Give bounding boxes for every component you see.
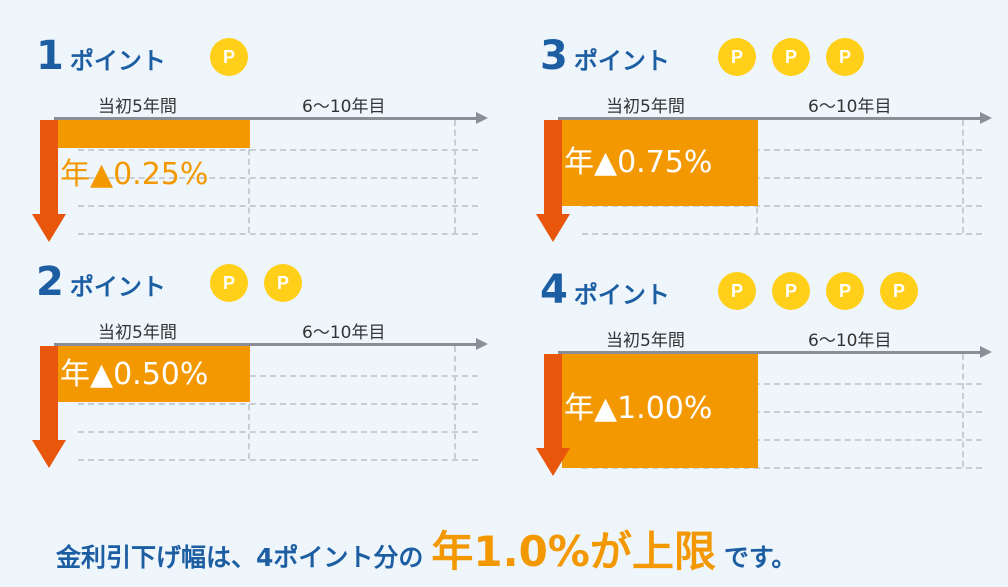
p-coin-icon: P <box>772 272 810 310</box>
coin-row: P P P <box>718 38 864 76</box>
rate-bar <box>58 120 250 148</box>
rate-text: 年▲0.75% <box>564 145 713 180</box>
timeline-axis <box>558 351 980 354</box>
grid-divider <box>962 120 964 233</box>
rate-bar <box>562 120 758 206</box>
footer-statement: 金利引下げ幅は、4ポイント分の 年1.0%が上限 です。 <box>56 518 796 579</box>
point-number: 1 <box>36 33 64 79</box>
p-coin-icon: P <box>210 38 248 76</box>
down-arrow-icon <box>536 214 570 242</box>
p-coin-icon: P <box>772 38 810 76</box>
down-arrow-icon <box>536 448 570 476</box>
initial-period-label: 当初5年間 <box>98 97 177 117</box>
timeline-arrow-icon <box>980 112 992 124</box>
grid-line <box>582 177 982 179</box>
grid-divider <box>454 120 456 233</box>
panel-3-point: 3 ポイント P P P 当初5年間 6～10年目 年▲0.75% <box>536 36 1000 266</box>
grid-line <box>78 205 478 207</box>
point-word: ポイント <box>573 47 670 75</box>
grid-line <box>582 439 982 441</box>
later-period-label: 6～10年目 <box>808 97 892 117</box>
grid-line <box>582 383 982 385</box>
down-arrow-shaft <box>544 354 562 450</box>
rate-bar <box>58 346 250 402</box>
rate-text: 年▲0.25% <box>60 157 209 192</box>
timeline-axis <box>54 117 476 120</box>
rate-bar <box>562 354 758 468</box>
timeline-arrow-icon <box>476 338 488 350</box>
grid-line <box>582 233 982 235</box>
point-word: ポイント <box>69 47 166 75</box>
timeline-axis <box>54 343 476 346</box>
footer-highlight: 年1.0%が上限 <box>431 527 716 576</box>
p-coin-icon: P <box>826 272 864 310</box>
grid-line <box>78 233 478 235</box>
point-word: ポイント <box>573 281 670 309</box>
grid-line <box>78 177 478 179</box>
down-arrow-shaft <box>40 120 58 216</box>
down-arrow-icon <box>32 440 66 468</box>
timeline-arrow-icon <box>476 112 488 124</box>
grid-line <box>582 205 982 207</box>
grid-divider <box>454 346 456 459</box>
later-period-label: 6～10年目 <box>302 323 386 343</box>
initial-period-label: 当初5年間 <box>606 97 685 117</box>
point-number: 3 <box>540 33 568 79</box>
footer-lead-text: 金利引下げ幅は、4ポイント分の <box>56 543 424 572</box>
p-coin-icon: P <box>826 38 864 76</box>
down-arrow-shaft <box>40 346 58 442</box>
grid-line <box>78 149 478 151</box>
panel-2-point: 2 ポイント P P 当初5年間 6～10年目 年▲0.50% <box>32 262 496 492</box>
p-coin-icon: P <box>210 264 248 302</box>
panel-title: 4 ポイント <box>540 270 670 315</box>
point-word: ポイント <box>69 273 166 301</box>
grid-line <box>78 403 478 405</box>
timeline-axis <box>558 117 980 120</box>
timeline-arrow-icon <box>980 346 992 358</box>
coin-row: P P <box>210 264 302 302</box>
later-period-label: 6～10年目 <box>808 331 892 351</box>
grid-divider <box>248 120 250 233</box>
grid-line <box>78 375 478 377</box>
grid-line <box>582 149 982 151</box>
panel-title: 2 ポイント <box>36 262 166 307</box>
panel-4-point: 4 ポイント P P P P 当初5年間 6～10年目 年▲1.00% <box>536 270 1000 500</box>
coin-row: P <box>210 38 248 76</box>
point-number: 4 <box>540 267 568 313</box>
down-arrow-icon <box>32 214 66 242</box>
panel-1-point: 1 ポイント P 当初5年間 6～10年目 年▲0.25% <box>32 36 496 266</box>
grid-line <box>78 431 478 433</box>
coin-row: P P P P <box>718 272 918 310</box>
grid-line <box>582 467 982 469</box>
rate-text: 年▲0.50% <box>60 357 209 392</box>
grid-line <box>582 411 982 413</box>
later-period-label: 6～10年目 <box>302 97 386 117</box>
grid-line <box>78 459 478 461</box>
grid-divider <box>248 346 250 459</box>
panel-title: 1 ポイント <box>36 36 166 81</box>
p-coin-icon: P <box>264 264 302 302</box>
p-coin-icon: P <box>718 38 756 76</box>
rate-text: 年▲1.00% <box>564 391 713 426</box>
initial-period-label: 当初5年間 <box>98 323 177 343</box>
panel-title: 3 ポイント <box>540 36 670 81</box>
p-coin-icon: P <box>880 272 918 310</box>
down-arrow-shaft <box>544 120 562 216</box>
point-number: 2 <box>36 259 64 305</box>
initial-period-label: 当初5年間 <box>606 331 685 351</box>
p-coin-icon: P <box>718 272 756 310</box>
grid-divider <box>962 354 964 467</box>
footer-tail-text: です。 <box>723 543 797 572</box>
